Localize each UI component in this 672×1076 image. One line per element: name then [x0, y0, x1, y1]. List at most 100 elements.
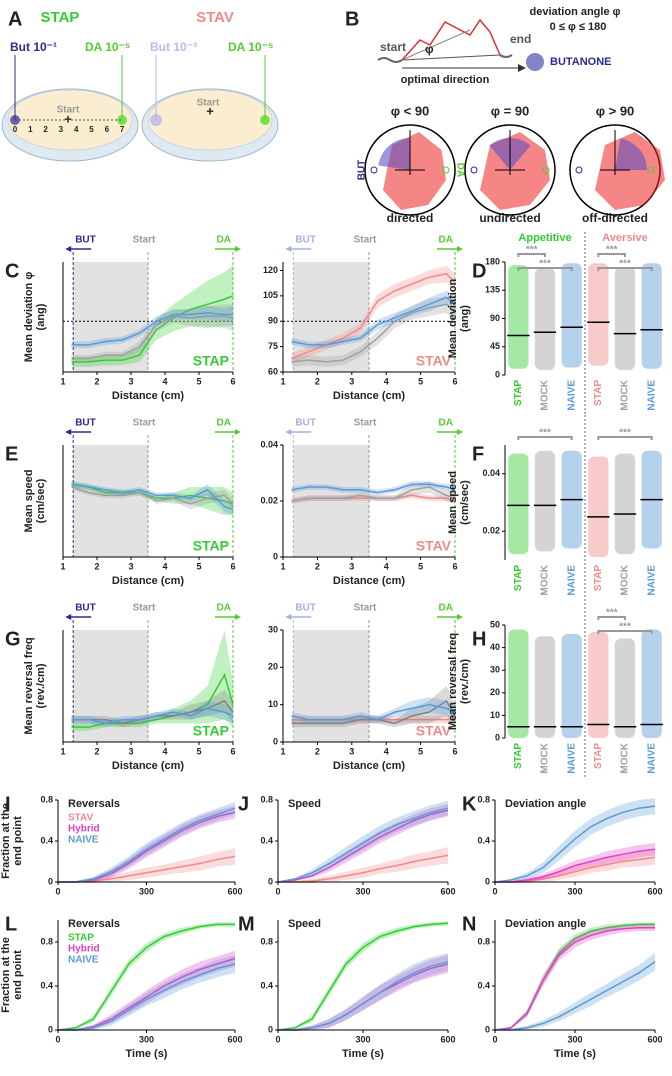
- marker-label: DA: [217, 418, 231, 429]
- confidence-band: [291, 290, 455, 349]
- y-axis-label: Mean reversal freq: [23, 637, 35, 734]
- series-line: [278, 961, 449, 1031]
- y-tick-label: 30: [268, 624, 278, 634]
- y-tick-label: 0.04: [260, 439, 278, 449]
- trajectory-circles: φ < 90 directed φ = 90 undirected φ > 90 off-…: [357, 103, 665, 225]
- x-tick-label: 600: [440, 886, 455, 896]
- confidence-band: [278, 847, 448, 884]
- y-axis-label: (ang): [459, 305, 471, 332]
- confidence-band: [71, 304, 233, 362]
- arrowhead: [518, 64, 526, 72]
- significance-label: ***: [606, 245, 618, 256]
- x-tick-label: 2: [94, 561, 99, 571]
- y-tick-label: 40: [490, 642, 500, 652]
- y-tick-label: 0.02: [260, 495, 278, 505]
- marker-label: DA: [439, 603, 453, 614]
- y-tick-label: 0.4: [40, 835, 53, 845]
- x-tick-label: 600: [227, 1034, 242, 1044]
- y-tick-label: 0: [268, 876, 273, 886]
- start-cross: +: [206, 103, 214, 118]
- x-tick-label: 4: [162, 746, 167, 756]
- distribution: [588, 456, 609, 558]
- x-tick-label: 3: [128, 746, 133, 756]
- series-line: [71, 483, 234, 505]
- marker-arrowhead: [285, 246, 292, 252]
- x-tick-label: 300: [567, 886, 582, 896]
- y-tick-label: 20: [268, 662, 278, 672]
- x-tick-label: 600: [647, 886, 662, 896]
- series-line: [71, 483, 234, 511]
- series-line: [278, 854, 449, 883]
- confidence-band: [58, 922, 235, 1030]
- start-label: Start: [57, 105, 80, 116]
- series-line: [291, 703, 456, 721]
- significance-bracket: [517, 436, 573, 440]
- track: [499, 54, 513, 58]
- series-line: [71, 312, 233, 346]
- ruler-labels: 0 1 2 3 4 5 6 7: [13, 125, 125, 134]
- marker-label: BUT: [75, 418, 96, 429]
- category-label: STAP: [513, 743, 524, 769]
- y-tick-label: 180: [485, 256, 500, 266]
- category-label: NAIVE: [646, 380, 657, 411]
- circle-title: φ < 90: [391, 103, 430, 118]
- y-axis-label: end point: [12, 816, 24, 866]
- start-cross: +: [64, 111, 72, 126]
- shaded-region: [73, 262, 148, 372]
- x-tick-label: 1: [280, 376, 285, 386]
- confidence-band: [278, 921, 448, 1030]
- panel-title: Reversals: [68, 798, 120, 810]
- x-tick-label: 300: [567, 1034, 582, 1044]
- y-axis-label: (rev./cm): [459, 659, 471, 704]
- circle-label: directed: [387, 211, 434, 225]
- marker-arrowhead: [457, 246, 463, 252]
- confidence-band: [278, 953, 448, 1032]
- y-tick-label: 0: [485, 1024, 490, 1034]
- y-tick-label: 135: [485, 285, 500, 295]
- distribution: [534, 636, 556, 738]
- x-tick-label: 2: [315, 561, 320, 571]
- y-axis-label: (cm/sec): [459, 480, 471, 525]
- distribution: [561, 263, 582, 368]
- significance-bracket: [597, 267, 653, 271]
- but-marker: [370, 166, 378, 174]
- series-line: [277, 807, 449, 883]
- x-axis-label: Time (s): [554, 1048, 596, 1060]
- y-axis-label: (ang): [35, 303, 47, 330]
- x-tick-label: 5: [418, 376, 423, 386]
- y-tick-label: 0.8: [477, 794, 490, 804]
- marker-label: DA: [439, 235, 453, 246]
- marker-label: Start: [354, 603, 377, 614]
- marker-label: BUT: [75, 235, 96, 246]
- legend-entry: STAP: [68, 933, 94, 944]
- y-tick-label: 120: [263, 265, 278, 275]
- panel-title: Deviation angle: [505, 798, 586, 810]
- x-axis-label: Distance (cm): [112, 760, 184, 772]
- panel-letter: A: [8, 8, 22, 30]
- panel-title: STAP: [193, 538, 229, 554]
- da-marker: [442, 166, 450, 174]
- x-tick-label: 0: [492, 1034, 497, 1044]
- series-line: [291, 486, 456, 502]
- y-axis-label: (rev./cm): [35, 663, 47, 708]
- arrow: [401, 29, 471, 61]
- x-tick-label: 2: [94, 376, 99, 386]
- y-axis-label: Mean reversal freq: [447, 633, 459, 730]
- circle-title: φ > 90: [596, 103, 635, 118]
- x-tick-label: 4: [162, 376, 167, 386]
- panel-title: Speed: [288, 918, 321, 930]
- panel-letter: N: [462, 913, 476, 935]
- x-tick-label: 6: [452, 561, 457, 571]
- series-line: [71, 295, 234, 363]
- category-label: NAIVE: [566, 380, 577, 411]
- angle-sector: [615, 138, 647, 170]
- panel-letter: I: [5, 793, 11, 815]
- range-label: 0 ≤ φ ≤ 180: [550, 21, 607, 33]
- category-label: STAP: [513, 565, 524, 591]
- y-tick-label: 0.8: [260, 794, 273, 804]
- series-line: [58, 963, 236, 1031]
- confidence-band: [71, 689, 233, 728]
- category-label: STAP: [593, 380, 604, 406]
- series-line: [277, 809, 449, 883]
- deviation-label: deviation angle φ: [530, 6, 621, 18]
